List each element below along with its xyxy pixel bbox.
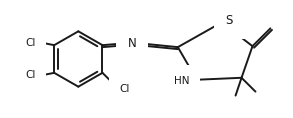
Text: Cl: Cl [119, 84, 130, 94]
Text: Cl: Cl [25, 38, 35, 48]
Text: S: S [226, 14, 233, 27]
Text: HN: HN [174, 76, 190, 86]
Text: Cl: Cl [25, 70, 35, 80]
Text: N: N [128, 37, 137, 50]
